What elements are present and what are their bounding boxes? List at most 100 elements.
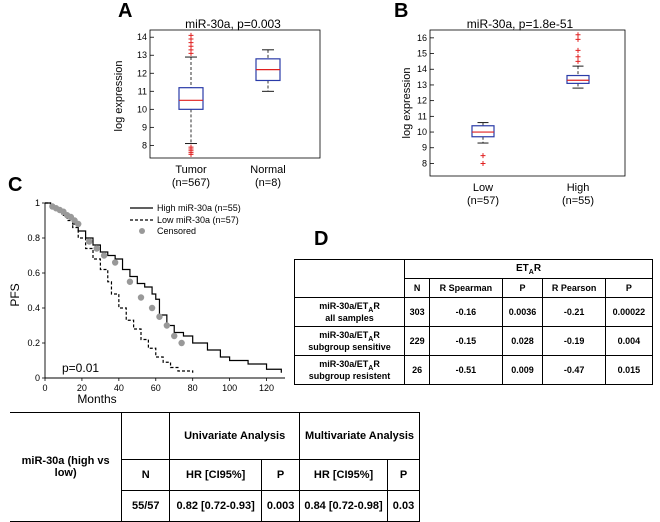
col-header-uni-hr: HR [CI95%] xyxy=(169,459,263,491)
cell-r-pearson: -0.47 xyxy=(542,355,606,385)
cell-p-pearson: 0.00022 xyxy=(604,297,654,327)
y-tick-label: 0.4 xyxy=(27,303,40,313)
legend-high-label: High miR-30a (n=55) xyxy=(157,203,241,213)
legend-censored-label: Censored xyxy=(157,226,196,236)
km-plot-c: PFS Months p=0.01 0 20 40 60 80 100 120 0 0.2 0.4… xyxy=(8,198,285,406)
y-tick-label: 1 xyxy=(35,198,40,208)
col-header-multi-hr: HR [CI95%] xyxy=(299,459,388,491)
group-header-tail: R xyxy=(533,262,542,274)
censored-marker xyxy=(163,322,171,329)
legend-low-label: Low miR-30a (n=57) xyxy=(157,215,239,225)
cell-p-pearson: 0.015 xyxy=(604,355,654,385)
row-label: miR-30a/ETAR subgroup resistent xyxy=(293,355,406,385)
eta-r-group-header: ETAR xyxy=(404,259,653,279)
col-header-uni-p: P xyxy=(261,459,301,491)
col-header-p-pearson: P xyxy=(604,278,654,298)
outlier-marker xyxy=(575,36,581,42)
censored-marker xyxy=(148,304,156,312)
cell-uni-hr: 0.82 [0.72-0.93] xyxy=(169,490,263,522)
row-label: miR-30a/ETAR subgroup sensitive xyxy=(293,326,406,356)
box xyxy=(178,87,204,110)
y-tick-label: 0.8 xyxy=(27,233,40,243)
row-label: miR-30a/ETAR all samples xyxy=(293,297,406,327)
cell-n: 55/57 xyxy=(121,490,171,522)
y-tick-label: 10 xyxy=(137,104,147,114)
y-tick-label: 13 xyxy=(137,50,147,60)
cell-n: 26 xyxy=(404,355,431,385)
y-tick-label: 14 xyxy=(417,64,427,74)
y-tick-label: 0.6 xyxy=(27,268,40,278)
col-header-n: N xyxy=(121,459,171,491)
panel-letter-d: D xyxy=(314,228,329,250)
y-tick-label: 11 xyxy=(418,111,427,121)
censored-marker xyxy=(100,252,108,259)
panel-letter-c: C xyxy=(8,174,23,196)
cell-p-spearman: 0.028 xyxy=(501,326,544,356)
row-label: miR-30a (high vs low) xyxy=(10,412,123,522)
outlier-marker xyxy=(480,160,486,166)
category-n-label: (n=55) xyxy=(562,195,594,207)
y-tick-label: 11 xyxy=(138,86,147,96)
y-tick-label: 12 xyxy=(137,68,147,78)
cell-p-pearson: 0.004 xyxy=(604,326,654,356)
category-label: Tumor xyxy=(175,164,207,176)
cell-multi-p: 0.03 xyxy=(386,490,421,522)
category-label: Normal xyxy=(250,164,285,176)
x-tick-label: 60 xyxy=(151,383,161,393)
outlier-marker xyxy=(575,54,581,60)
cell-r-pearson: -0.21 xyxy=(542,297,606,327)
cell-r-spearman: -0.15 xyxy=(429,326,503,356)
y-tick-label: 14 xyxy=(137,32,147,42)
row-label-detail: all samples xyxy=(325,313,374,324)
y-tick-label: 13 xyxy=(417,80,427,90)
cell-uni-p: 0.003 xyxy=(261,490,301,522)
box-plot-b: miR-30a, p=1.8e-51 log expression 8 9 10 11… xyxy=(401,17,626,207)
multivariate-header: Multivariate Analysis xyxy=(299,412,420,460)
col-header-n: N xyxy=(404,278,431,298)
cell-r-spearman: -0.16 xyxy=(429,297,503,327)
row-label-detail: subgroup resistent xyxy=(308,371,391,382)
row-label-detail: subgroup sensitive xyxy=(308,342,391,353)
box-plot-a: miR-30a, p=0.003 log expression 8 9 10 11 12… xyxy=(113,17,321,189)
row-label-sub: A xyxy=(368,335,374,343)
x-tick-label: 20 xyxy=(77,383,87,393)
x-axis-label: Months xyxy=(77,392,116,406)
table-row: miR-30a/ETAR subgroup sensitive 229 -0.15… xyxy=(293,326,654,356)
row-label-sub: A xyxy=(368,306,374,314)
y-tick-label: 9 xyxy=(142,122,147,132)
outlier-marker xyxy=(480,153,486,159)
cell-n: 303 xyxy=(404,297,431,327)
y-axis-label: log expression xyxy=(401,68,413,139)
outlier-marker xyxy=(575,58,581,64)
y-axis-label: log expression xyxy=(113,61,125,132)
x-tick-label: 40 xyxy=(114,383,124,393)
y-tick-label: 0 xyxy=(35,373,40,383)
cell-n: 229 xyxy=(404,326,431,356)
col-header-multi-p: P xyxy=(386,459,421,491)
row-label-tail: R xyxy=(373,300,380,311)
table-row: miR-30a/ETAR subgroup resistent 26 -0.51 … xyxy=(293,355,654,385)
outlier-marker xyxy=(575,47,581,53)
category-n-label: (n=567) xyxy=(172,177,210,189)
censored-marker xyxy=(75,220,82,228)
y-tick-label: 8 xyxy=(142,140,147,150)
y-tick-label: 12 xyxy=(417,96,427,106)
row-label-main: miR-30a/ET xyxy=(319,300,369,311)
plot-frame xyxy=(429,29,626,177)
series-low-line xyxy=(45,202,194,373)
outlier-marker xyxy=(188,151,194,157)
univariate-header: Univariate Analysis xyxy=(169,412,301,460)
table-row: miR-30a/ETAR all samples 303 -0.16 0.0036… xyxy=(293,297,654,327)
cell-p-spearman: 0.009 xyxy=(501,355,544,385)
censored-marker xyxy=(156,313,163,320)
y-tick-label: 15 xyxy=(417,49,427,59)
legend: High miR-30a (n=55) Low miR-30a (n=57) C… xyxy=(130,203,241,236)
censored-marker xyxy=(126,278,134,285)
y-tick-label: 10 xyxy=(417,127,427,137)
group-header-main: ET xyxy=(515,262,529,274)
cell-r-spearman: -0.51 xyxy=(429,355,503,385)
col-header-p-spearman: P xyxy=(501,278,544,298)
empty-cell xyxy=(293,259,406,298)
censored-marker xyxy=(111,259,119,266)
censored-marker xyxy=(171,332,178,340)
